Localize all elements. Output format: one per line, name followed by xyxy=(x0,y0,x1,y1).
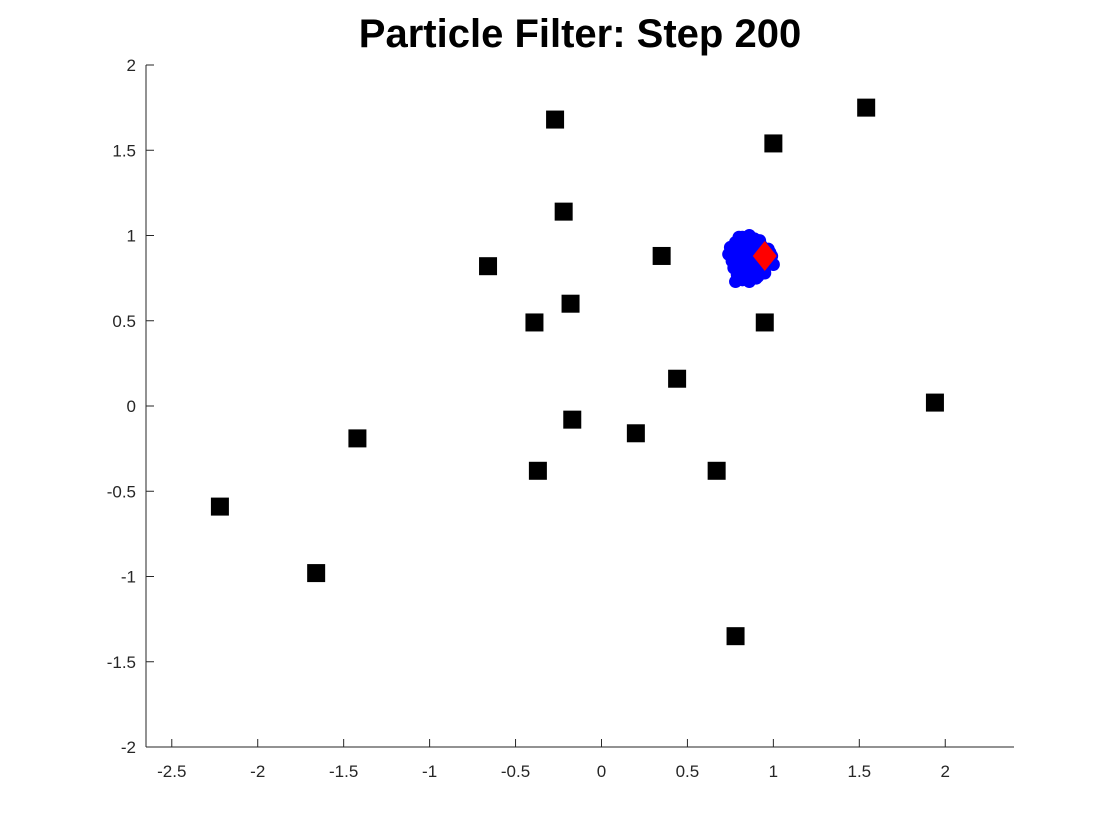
landmark-marker xyxy=(857,98,876,117)
x-tick-label: -2.5 xyxy=(157,762,186,781)
landmark-marker xyxy=(554,202,573,221)
landmark-marker xyxy=(925,393,944,412)
y-tick-label: 0.5 xyxy=(112,312,136,331)
y-tick-label: -1 xyxy=(121,568,136,587)
landmark-marker xyxy=(479,257,498,276)
landmark-marker xyxy=(546,110,565,129)
x-tick-label: 2 xyxy=(941,762,950,781)
landmark-marker xyxy=(726,627,745,646)
landmark-marker xyxy=(707,461,726,480)
estimate-marker xyxy=(752,240,777,271)
x-tick-label: -2 xyxy=(250,762,265,781)
particle-marker xyxy=(749,271,763,285)
landmark-marker xyxy=(563,410,582,429)
landmark-marker xyxy=(307,564,326,583)
y-tick-label: 0 xyxy=(127,397,136,416)
landmark-marker xyxy=(528,461,547,480)
x-tick-label: -0.5 xyxy=(501,762,530,781)
y-tick-label: 1.5 xyxy=(112,141,136,160)
chart-marks xyxy=(210,98,944,646)
x-axis-ticks: -2.5 -2 -1.5 -1 -0.5 0 0.5 1 1.5 2 xyxy=(157,739,950,781)
y-axis-ticks: -2 -1.5 -1 -0.5 0 0.5 1 1.5 2 xyxy=(107,56,154,757)
landmark-marker xyxy=(525,313,544,332)
x-tick-label: 1.5 xyxy=(847,762,871,781)
landmark-marker xyxy=(668,369,687,388)
x-tick-label: 1 xyxy=(769,762,778,781)
x-tick-label: -1.5 xyxy=(329,762,358,781)
x-tick-label: 0.5 xyxy=(676,762,700,781)
x-tick-label: -1 xyxy=(422,762,437,781)
y-tick-label: -1.5 xyxy=(107,653,136,672)
plot-area: -2.5 -2 -1.5 -1 -0.5 0 0.5 1 1.5 2 -2 -1.5 -1 -0.5 0 0… xyxy=(107,56,1014,781)
landmark-marker xyxy=(764,134,783,153)
chart-title: Particle Filter: Step 200 xyxy=(359,12,801,56)
y-tick-label: 1 xyxy=(127,227,136,246)
y-tick-label: 2 xyxy=(127,56,136,75)
x-tick-label: 0 xyxy=(597,762,606,781)
landmark-marker xyxy=(652,246,671,265)
landmark-marker xyxy=(210,497,229,516)
particle-marker xyxy=(741,235,755,249)
landmark-marker xyxy=(626,424,645,443)
y-tick-label: -2 xyxy=(121,738,136,757)
y-tick-label: -0.5 xyxy=(107,482,136,501)
landmark-marker xyxy=(561,294,580,313)
landmark-marker xyxy=(348,429,367,448)
landmark-marker xyxy=(755,313,774,332)
